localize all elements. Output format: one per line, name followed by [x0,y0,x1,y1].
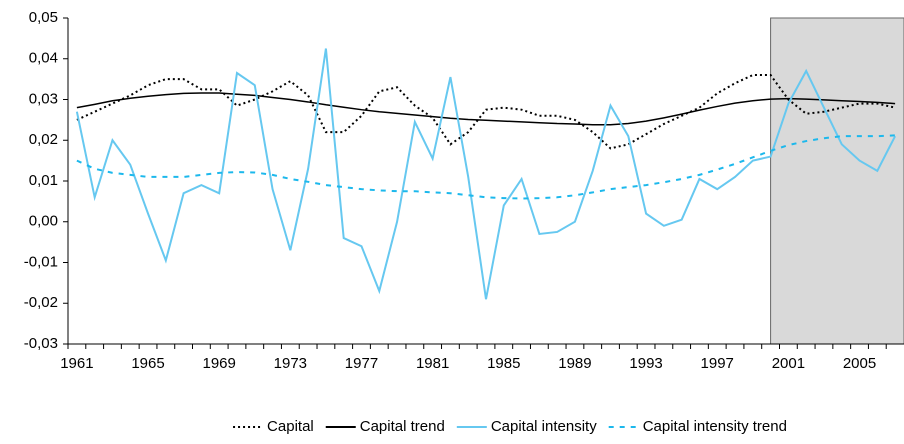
y-tick-label: 0,04 [29,50,58,67]
x-tick-label: 1985 [487,355,520,372]
legend-label: Capital trend [360,418,445,435]
x-tick-label: 1997 [701,355,734,372]
y-tick-label: 0,01 [29,172,58,189]
shaded-region [770,17,904,345]
x-tick-label: 1981 [416,355,449,372]
y-tick-label: -0,03 [24,335,58,352]
series-line [76,74,896,150]
x-tick-label: 2005 [843,355,876,372]
x-tick-label: 1969 [203,355,236,372]
legend-label: Capital intensity [491,418,597,435]
y-tick-label: 0,03 [29,90,58,107]
y-tick-label: -0,01 [24,253,58,270]
y-tick-label: 0,00 [29,213,58,230]
y-tick-label: -0,02 [24,294,58,311]
x-tick-label: 1993 [629,355,662,372]
x-tick-label: 1961 [60,355,93,372]
y-tick-label: 0,02 [29,131,58,148]
x-tick-label: 1973 [274,355,307,372]
x-tick-label: 1989 [558,355,591,372]
x-tick-label: 1977 [345,355,378,372]
series-line [76,92,896,126]
series-line [75,48,896,300]
legend-label: Capital intensity trend [643,418,787,435]
y-tick-label: 0,05 [29,9,58,26]
x-tick-label: 2001 [772,355,805,372]
x-tick-label: 1965 [131,355,164,372]
legend-label: Capital [267,418,314,435]
